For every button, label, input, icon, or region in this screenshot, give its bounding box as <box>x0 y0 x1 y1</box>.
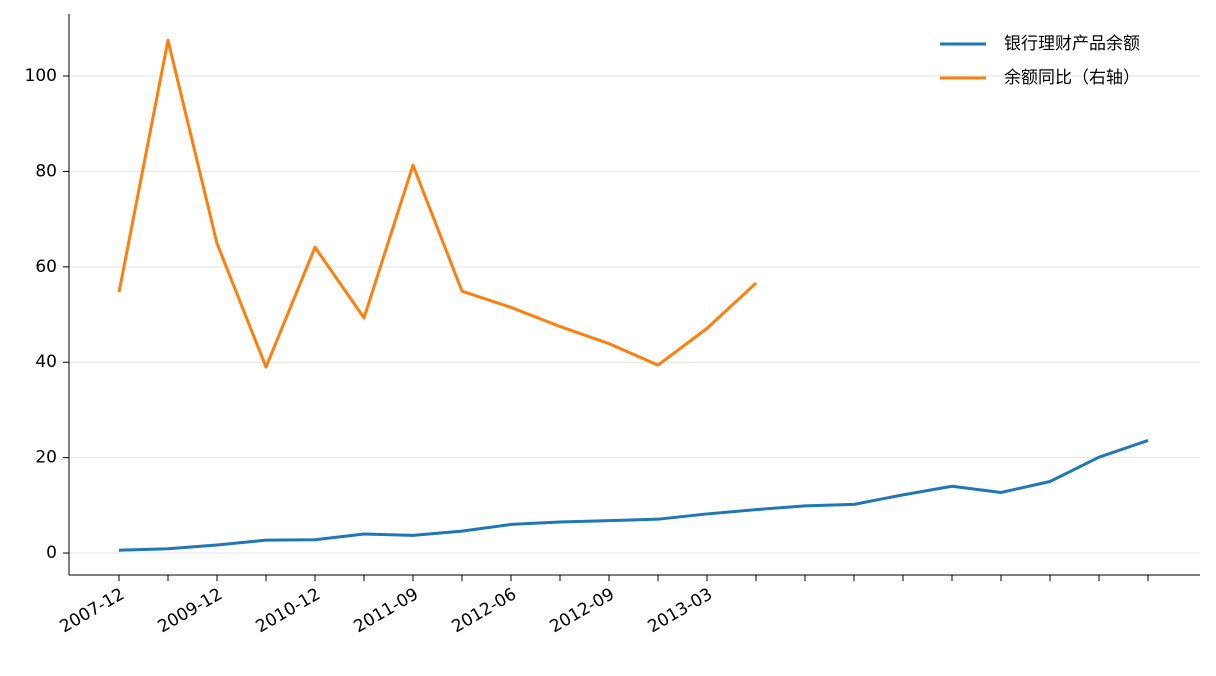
y-tick-label: 80 <box>35 161 57 181</box>
x-tick-label: 2011-09 <box>350 584 422 637</box>
legend-label: 余额同比（右轴） <box>1004 68 1140 88</box>
series-line <box>117 38 758 369</box>
x-tick-label: 2013-03 <box>644 584 716 637</box>
y-tick-label: 60 <box>35 257 57 277</box>
series-line <box>118 439 1149 552</box>
y-tick-label: 100 <box>25 66 57 86</box>
x-tick-label: 2012-09 <box>546 584 618 637</box>
x-tick-label: 2010-12 <box>252 584 324 637</box>
x-tick-label: 2007-12 <box>56 584 128 637</box>
y-tick-label: 40 <box>35 352 57 372</box>
x-tick-label: 2009-12 <box>154 584 226 637</box>
y-tick-label: 20 <box>35 448 57 468</box>
x-tick-label: 2012-06 <box>448 584 520 637</box>
legend-label: 银行理财产品余额 <box>1004 34 1140 54</box>
y-tick-label: 0 <box>46 543 57 563</box>
